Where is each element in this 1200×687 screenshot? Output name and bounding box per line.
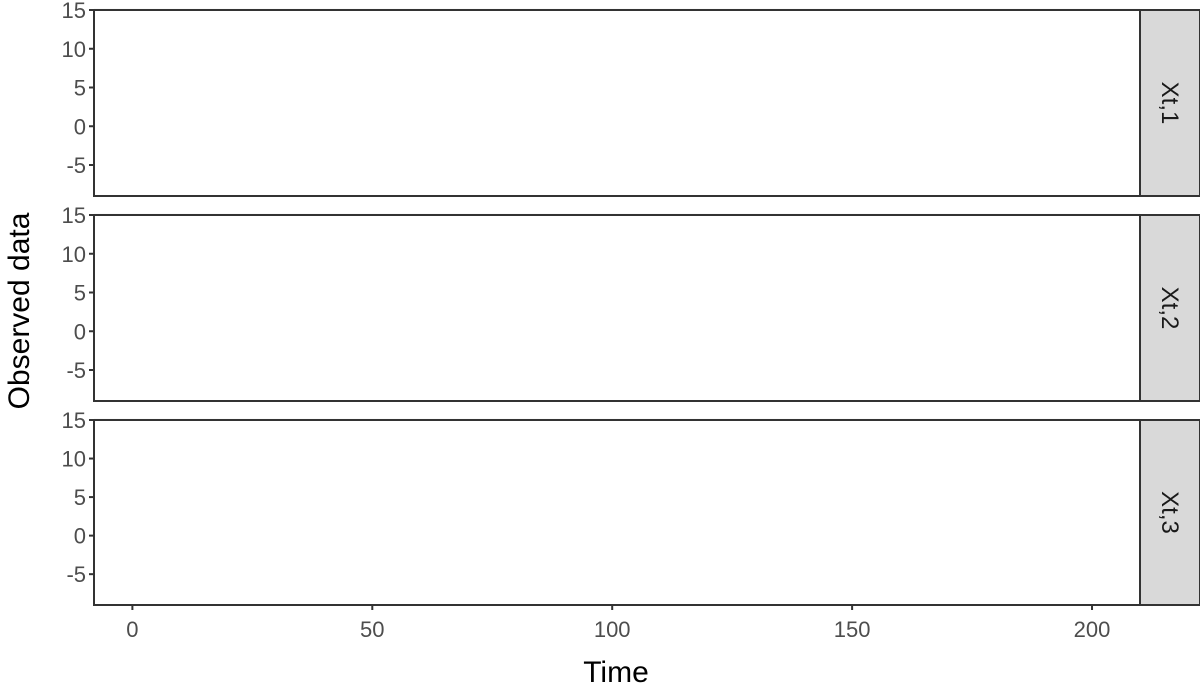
y-tick-label: 0 (74, 114, 86, 139)
y-tick-label: 5 (74, 76, 86, 101)
facet-strip-label: Xt,1 (1156, 82, 1183, 125)
x-tick-label: 200 (1074, 617, 1111, 642)
panel-border (93, 9, 1141, 197)
y-tick-label: 10 (62, 37, 86, 62)
y-tick-label: -5 (66, 358, 86, 383)
x-tick-label: 0 (126, 617, 138, 642)
y-tick-label: -5 (66, 153, 86, 178)
facet-panel: -5 0 5 10 15 Xt,3 (62, 408, 1200, 606)
x-tick-label: 100 (594, 617, 631, 642)
panel-border (93, 419, 1141, 606)
y-tick-label: 15 (62, 203, 86, 228)
facet-strip (1139, 419, 1200, 606)
facet-strip (1139, 214, 1200, 402)
facet-panel: -5 0 5 10 15 Xt,1 (62, 0, 1200, 197)
facet-panel: -5 0 5 10 15 Xt,2 (62, 203, 1200, 402)
y-tick-label: 15 (62, 408, 86, 433)
facet-strip (1139, 9, 1200, 197)
panel-border (93, 214, 1141, 402)
y-tick-label: 5 (74, 281, 86, 306)
y-tick-label: 10 (62, 242, 86, 267)
y-tick-label: 0 (74, 319, 86, 344)
x-tick-label: 150 (834, 617, 871, 642)
x-axis-title: Time (583, 656, 649, 687)
y-tick-label: 10 (62, 447, 86, 472)
facet-panels: -5 0 5 10 15 Xt,1 -5 0 5 10 15 Xt,2 -5 0 5 10 15 Xt,3 0 50 1… (62, 0, 1200, 642)
x-tick-label: 50 (360, 617, 384, 642)
y-axis-title: Observed data (3, 212, 36, 409)
facet-strip-label: Xt,2 (1156, 287, 1183, 330)
y-tick-label: -5 (66, 562, 86, 587)
y-tick-label: 5 (74, 485, 86, 510)
y-tick-label: 15 (62, 0, 86, 23)
y-tick-label: 0 (74, 524, 86, 549)
facet-strip-label: Xt,3 (1156, 491, 1183, 534)
